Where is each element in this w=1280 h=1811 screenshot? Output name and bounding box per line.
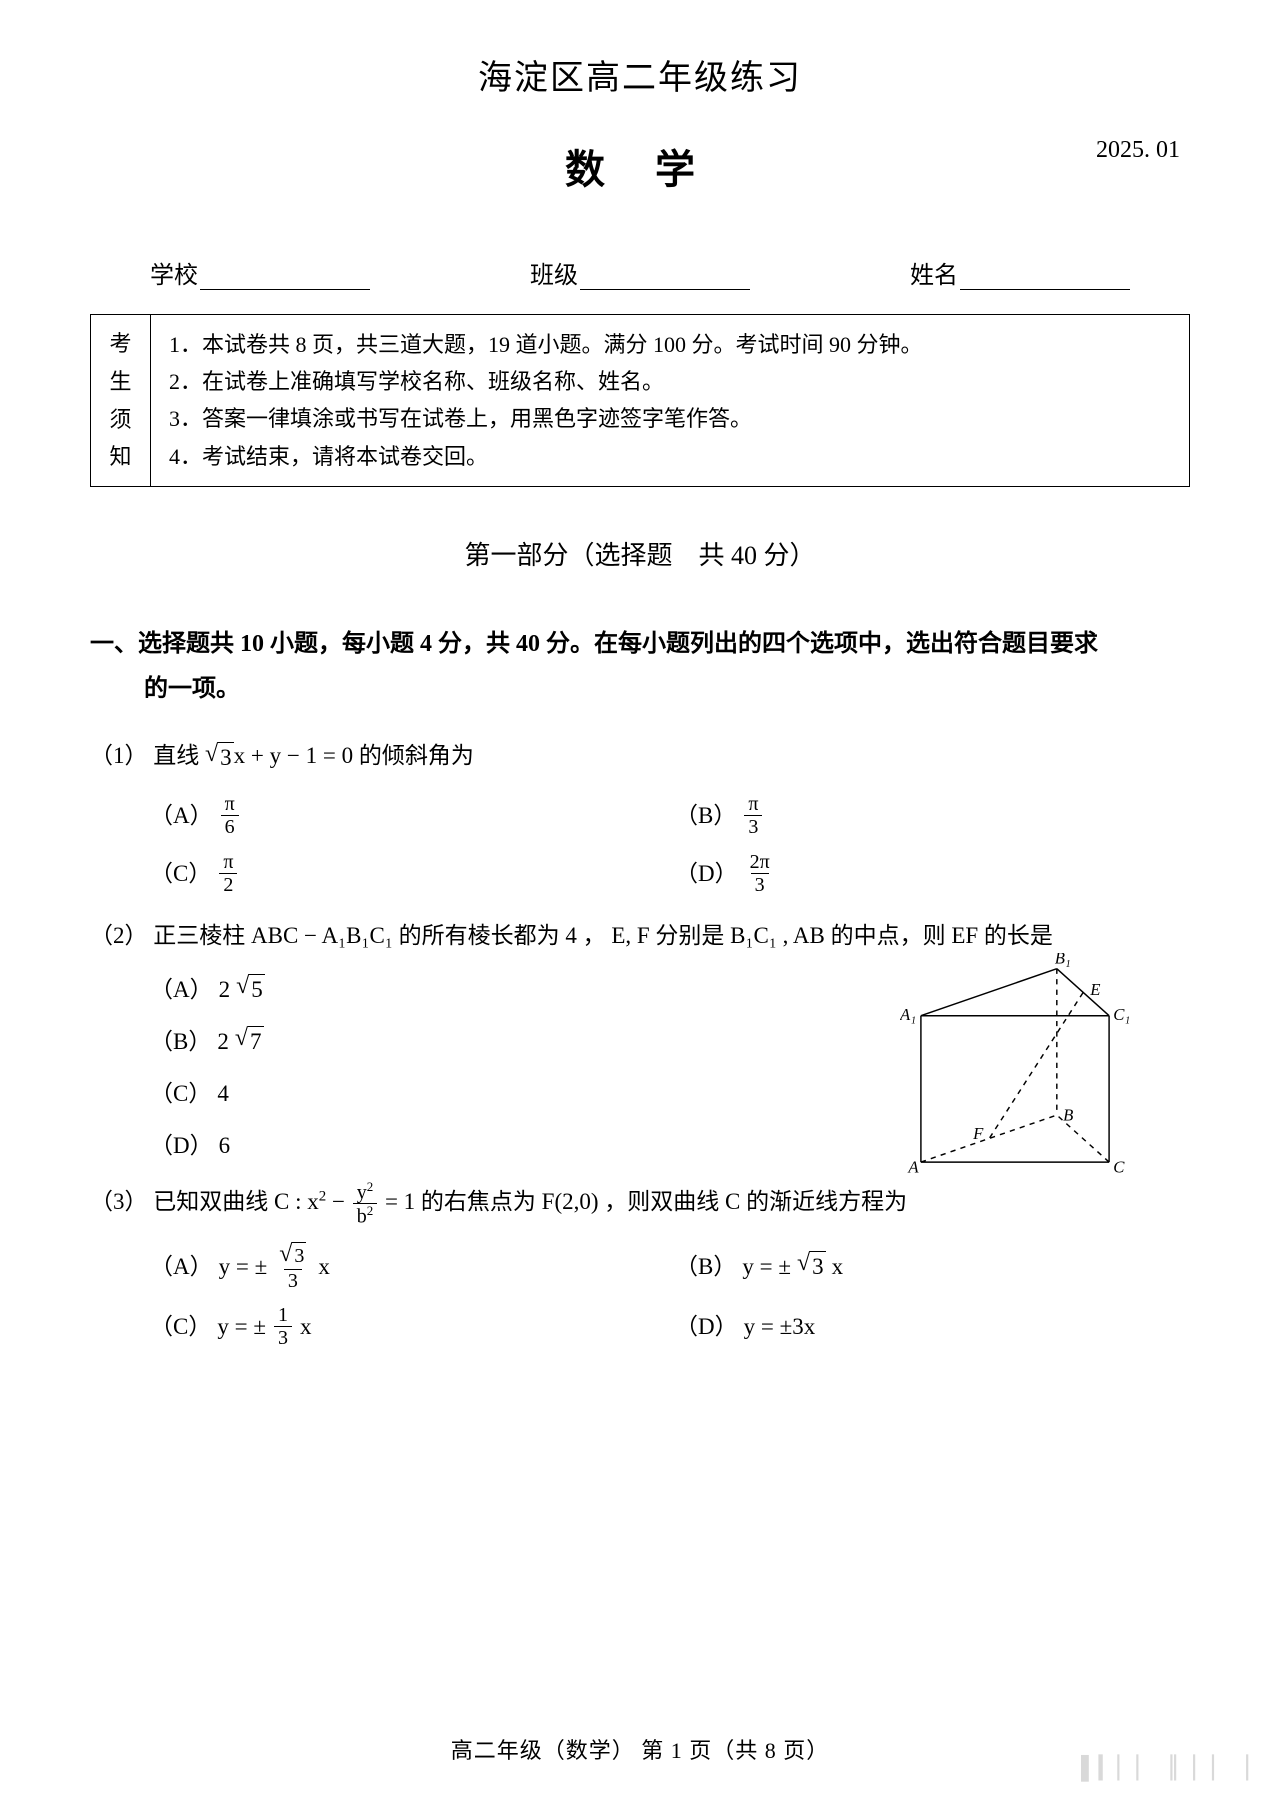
school-blank[interactable] [200, 266, 370, 290]
q1-options: （A）π6 （B）π3 （C）π2 （D）2π3 [90, 787, 1190, 903]
class-label: 班级 [530, 255, 578, 290]
name-label: 姓名 [910, 255, 958, 290]
question-3: （3） 已知双曲线 C : x2 − y2 b2 = 1 的右焦点为 F(2,0… [90, 1179, 1190, 1356]
q1-option-b[interactable]: （B）π3 [675, 793, 1190, 839]
label-B: B [1063, 1105, 1073, 1124]
q1-text: 直线 [153, 743, 205, 768]
q1-option-c[interactable]: （C）π2 [150, 851, 665, 897]
q1-number: （1） [90, 743, 148, 768]
label-C: C [1113, 1157, 1125, 1176]
q3-text: 已知双曲线 C : x [153, 1189, 318, 1214]
q3-option-c[interactable]: （C）y = ± 13 x [150, 1304, 665, 1350]
subject-row: 数 学 2025. 01 [90, 137, 1190, 195]
notice-line: 4．考试结束，请将本试卷交回。 [169, 439, 1171, 474]
watermark: ▌▎▏▏▕▏▏▏▕ [1081, 1755, 1250, 1781]
q3-text: − [332, 1189, 351, 1214]
q3-option-a[interactable]: （A）y = ± √33 x [150, 1242, 665, 1292]
label-A1: A₁ [900, 1005, 916, 1024]
notice-body: 1．本试卷共 8 页，共三道大题，19 道小题。满分 100 分。考试时间 90… [151, 315, 1189, 486]
label-E: E [1089, 980, 1100, 999]
q1-text: x + y − 1 = 0 的倾斜角为 [234, 743, 474, 768]
notice-side-label: 考 生 须 知 [91, 315, 151, 486]
question-2: （2） 正三棱柱 ABC − A₁B₁C₁ 的所有棱长都为 4 ， E, F 分… [90, 913, 1190, 1169]
label-A: A [907, 1157, 919, 1176]
notice-side-char: 生 [109, 364, 131, 399]
label-C1: C₁ [1113, 1005, 1130, 1024]
q3-options: （A）y = ± √33 x （B）y = ±√3x （C）y = ± 13 x… [90, 1236, 1190, 1356]
q2-text: 正三棱柱 ABC − A₁B₁C₁ 的所有棱长都为 4 ， E, F 分别是 B… [153, 923, 1053, 948]
class-blank[interactable] [580, 266, 750, 290]
exam-date: 2025. 01 [1096, 137, 1180, 164]
sqrt-icon: √3 [205, 742, 234, 773]
q3-number: （3） [90, 1189, 148, 1214]
school-field: 学校 [150, 255, 370, 290]
notice-line: 1．本试卷共 8 页，共三道大题，19 道小题。满分 100 分。考试时间 90… [169, 327, 1171, 362]
fraction: y2 b2 [353, 1180, 378, 1228]
label-F: F [972, 1124, 984, 1143]
label-B1: B₁ [1055, 953, 1071, 967]
name-field: 姓名 [910, 255, 1130, 290]
q3-option-d[interactable]: （D）y = ±3x [675, 1304, 1190, 1350]
name-blank[interactable] [960, 266, 1130, 290]
section1-line1: 一、选择题共 10 小题，每小题 4 分，共 40 分。在每小题列出的四个选项中… [90, 622, 1190, 668]
section1-heading: 一、选择题共 10 小题，每小题 4 分，共 40 分。在每小题列出的四个选项中… [90, 622, 1190, 713]
prism-diagram: A C B A₁ C₁ B₁ E F [900, 953, 1130, 1183]
notice-line: 2．在试卷上准确填写学校名称、班级名称、姓名。 [169, 364, 1171, 399]
notice-side-char: 知 [109, 439, 131, 474]
class-field: 班级 [530, 255, 750, 290]
q1-option-d[interactable]: （D）2π3 [675, 851, 1190, 897]
student-info-row: 学校 班级 姓名 [90, 255, 1190, 290]
q3-option-b[interactable]: （B）y = ±√3x [675, 1242, 1190, 1292]
part1-heading: 第一部分（选择题 共 40 分） [90, 535, 1190, 572]
school-label: 学校 [150, 255, 198, 290]
subject: 数 学 [565, 137, 715, 195]
notice-side-char: 须 [109, 402, 131, 437]
q2-number: （2） [90, 923, 148, 948]
section1-line2: 的一项。 [90, 667, 1190, 713]
q3-text: = 1 的右焦点为 F(2,0) ，则双曲线 C 的渐近线方程为 [385, 1189, 907, 1214]
question-1: （1） 直线 √3x + y − 1 = 0 的倾斜角为 （A）π6 （B）π3… [90, 733, 1190, 903]
q3-stem: （3） 已知双曲线 C : x2 − y2 b2 = 1 的右焦点为 F(2,0… [90, 1179, 1190, 1228]
notice-line: 3．答案一律填涂或书写在试卷上，用黑色字迹签字笔作答。 [169, 401, 1171, 436]
notice-box: 考 生 须 知 1．本试卷共 8 页，共三道大题，19 道小题。满分 100 分… [90, 314, 1190, 487]
q1-stem: （1） 直线 √3x + y − 1 = 0 的倾斜角为 [90, 733, 1190, 779]
q1-option-a[interactable]: （A）π6 [150, 793, 665, 839]
notice-side-char: 考 [109, 326, 131, 361]
page-title: 海淀区高二年级练习 [90, 50, 1190, 99]
